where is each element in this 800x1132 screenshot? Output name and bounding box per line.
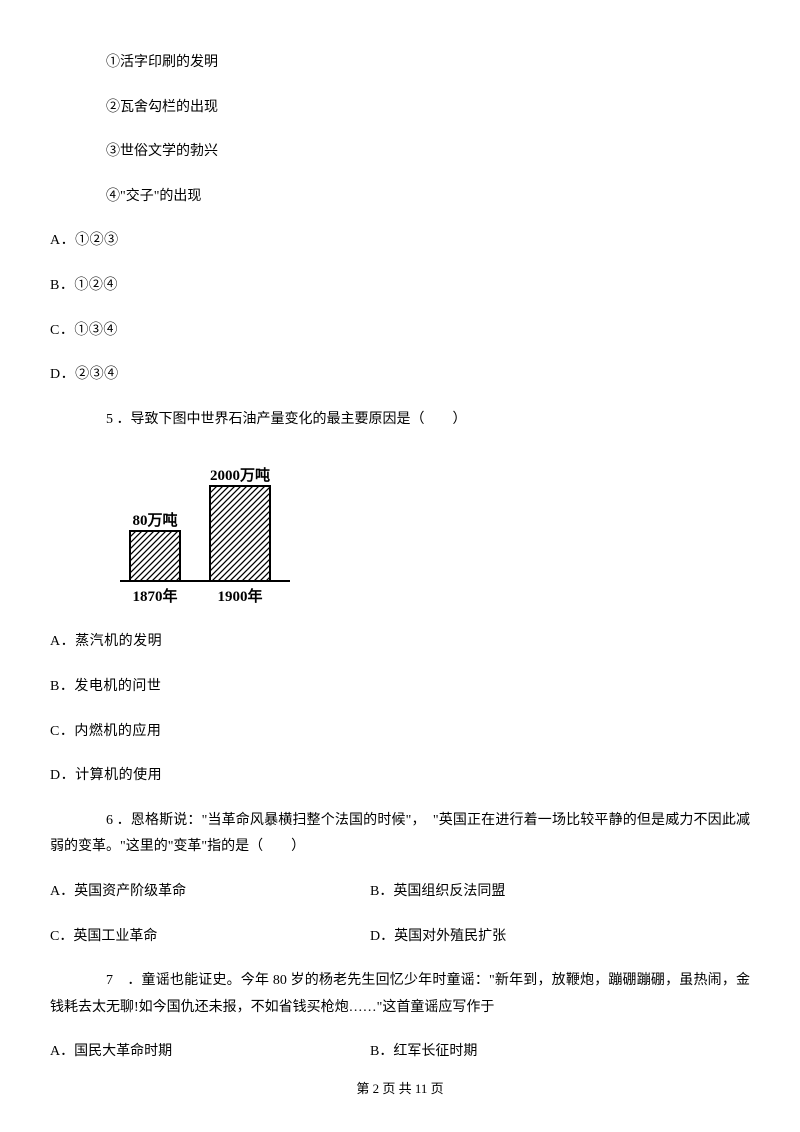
list-item-3: ③世俗文学的勃兴 [50, 139, 750, 166]
q6-option-c: C．英国工业革命 [50, 924, 370, 951]
question-5: 5 ．导致下图中世界石油产量变化的最主要原因是（ ） [50, 407, 750, 434]
oil-production-chart: 80万吨 1870年 2000万吨 1900年 [120, 451, 750, 611]
svg-text:1900年: 1900年 [217, 587, 262, 605]
svg-text:1870年: 1870年 [132, 587, 177, 605]
question-6: 6 ．恩格斯说："当革命风暴横扫整个法国的时候"， "英国正在进行着一场比较平静… [50, 808, 750, 861]
question-7: 7 ．童谣也能证史。今年 80 岁的杨老先生回忆少年时童谣："新年到，放鞭炮，蹦… [50, 968, 750, 1021]
svg-text:80万吨: 80万吨 [132, 511, 177, 529]
list-item-4: ④"交子"的出现 [50, 184, 750, 211]
svg-text:2000万吨: 2000万吨 [210, 466, 270, 484]
q7-option-b: B．红军长征时期 [370, 1039, 750, 1066]
q7-option-a: A．国民大革命时期 [50, 1039, 370, 1066]
q6-option-b: B．英国组织反法同盟 [370, 879, 750, 906]
page-footer: 第 2 页 共 11 页 [0, 1077, 800, 1102]
q4-option-d: D．②③④ [50, 362, 750, 389]
q4-option-b: B．①②④ [50, 273, 750, 300]
q4-option-a: A．①②③ [50, 228, 750, 255]
list-item-2: ②瓦舍勾栏的出现 [50, 95, 750, 122]
q4-option-c: C．①③④ [50, 318, 750, 345]
q5-option-c: C．内燃机的应用 [50, 719, 750, 746]
q5-option-d: D．计算机的使用 [50, 763, 750, 790]
q5-option-b: B．发电机的问世 [50, 674, 750, 701]
q5-option-a: A．蒸汽机的发明 [50, 629, 750, 656]
q6-option-a: A．英国资产阶级革命 [50, 879, 370, 906]
q6-option-d: D．英国对外殖民扩张 [370, 924, 750, 951]
list-item-1: ①活字印刷的发明 [50, 50, 750, 77]
